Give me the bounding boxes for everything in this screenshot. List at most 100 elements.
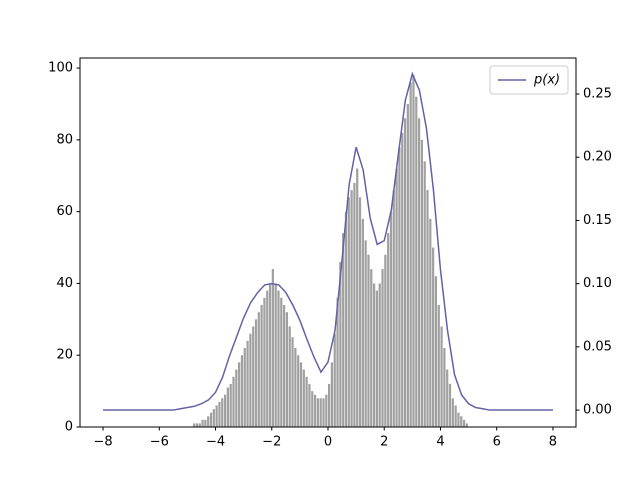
histogram-bar (370, 269, 373, 427)
plot-frame (79, 57, 577, 428)
histogram-bar (280, 297, 283, 427)
y-tick-label: 40 (56, 276, 73, 291)
y2-tick-label: 0.00 (583, 403, 612, 418)
histogram-bar (446, 369, 449, 427)
histogram-bar (448, 383, 452, 427)
histogram-bar (209, 412, 213, 427)
histogram-bar (426, 190, 429, 427)
histogram-bar (381, 269, 384, 427)
histogram-bar (443, 348, 446, 427)
histogram-bar (198, 423, 201, 427)
histogram-bar (223, 394, 227, 427)
histogram-bar (218, 401, 221, 427)
y2-tick-label: 0.05 (583, 339, 612, 354)
histogram-bar (313, 394, 317, 427)
histogram-bar (283, 304, 286, 427)
histogram-bar (204, 419, 207, 427)
histogram-bar (257, 312, 260, 427)
histogram-bar (330, 362, 334, 427)
histogram-bar (451, 398, 454, 427)
histogram-bar (215, 405, 218, 427)
histogram-bar (401, 132, 404, 427)
histogram-bar (423, 161, 426, 427)
histogram-bar (429, 218, 432, 427)
histogram-bar (333, 333, 336, 427)
histogram-bar (249, 333, 252, 427)
histogram-bar (274, 283, 277, 427)
histogram-bar (378, 283, 381, 427)
histogram-bar (263, 297, 266, 427)
x-tick-label: 8 (549, 435, 557, 450)
histogram-bar (316, 398, 319, 427)
histogram-bar (462, 419, 466, 427)
x-tick-label: −4 (206, 435, 225, 450)
histogram-bar (266, 290, 269, 427)
x-tick-label: 4 (436, 435, 444, 450)
histogram-bar (454, 405, 457, 427)
histogram-bar (440, 326, 443, 427)
histogram-bar (384, 254, 387, 427)
histogram-bar (288, 326, 291, 427)
x-tick-label: −8 (93, 435, 112, 450)
histogram-bar (291, 337, 294, 427)
histogram-bar (457, 412, 460, 427)
histogram-bar (344, 211, 348, 427)
histogram-bar (347, 197, 350, 427)
histogram-bar (268, 283, 272, 427)
histogram-bar (417, 118, 421, 428)
histogram-bar (207, 416, 210, 427)
histogram-bar (195, 423, 199, 427)
histogram-bar (319, 398, 322, 427)
histogram-bar (277, 290, 280, 427)
histogram-bar (434, 276, 438, 427)
histogram-bar (358, 197, 362, 427)
histogram-bar (420, 139, 424, 428)
histogram-bar (246, 340, 249, 427)
histogram-bar (350, 190, 353, 427)
y2-tick-label: 0.15 (583, 213, 612, 228)
histogram-bar (285, 312, 289, 427)
histogram-bar (342, 233, 345, 427)
histogram-bar (389, 211, 393, 427)
y2-tick-label: 0.25 (583, 87, 612, 102)
histogram-bar (372, 283, 376, 427)
x-tick-label: −2 (262, 435, 281, 450)
histogram-bar (375, 290, 379, 427)
histogram-bar (412, 75, 415, 428)
histogram-bar (308, 383, 311, 427)
histogram-bar (311, 391, 314, 427)
x-tick-label: 0 (324, 435, 332, 450)
histogram-bar (392, 190, 395, 427)
y-tick-label: 60 (56, 204, 73, 219)
histogram-bar (221, 398, 224, 427)
histogram-bar (294, 348, 297, 427)
histogram-bar (252, 326, 255, 427)
histogram-bar (339, 261, 342, 427)
histogram-bar (271, 269, 274, 427)
histogram-bar (260, 304, 263, 427)
histogram-bar (409, 82, 412, 427)
x-tick-label: 2 (380, 435, 388, 450)
histogram-bar (460, 416, 463, 427)
histogram-bar (395, 168, 398, 427)
histogram-bar (243, 348, 246, 427)
y-tick-label: 0 (65, 420, 73, 435)
histogram-bar (328, 383, 331, 427)
line (103, 71, 553, 411)
histogram-bar (361, 218, 364, 427)
histogram-bar (238, 362, 241, 427)
y2-tick-label: 0.20 (583, 150, 612, 165)
histogram-bar (226, 387, 229, 427)
histogram-bar (322, 398, 325, 427)
histogram-bar (432, 247, 435, 427)
histogram-bar (367, 254, 370, 427)
histogram-bar (254, 319, 258, 427)
legend-box (489, 65, 569, 95)
histogram-bar (353, 182, 356, 427)
histogram-bar (297, 355, 300, 427)
histogram-bar (415, 96, 418, 427)
histogram-bar (398, 147, 401, 427)
histogram-bar (364, 240, 367, 427)
histogram-bar (212, 409, 215, 427)
